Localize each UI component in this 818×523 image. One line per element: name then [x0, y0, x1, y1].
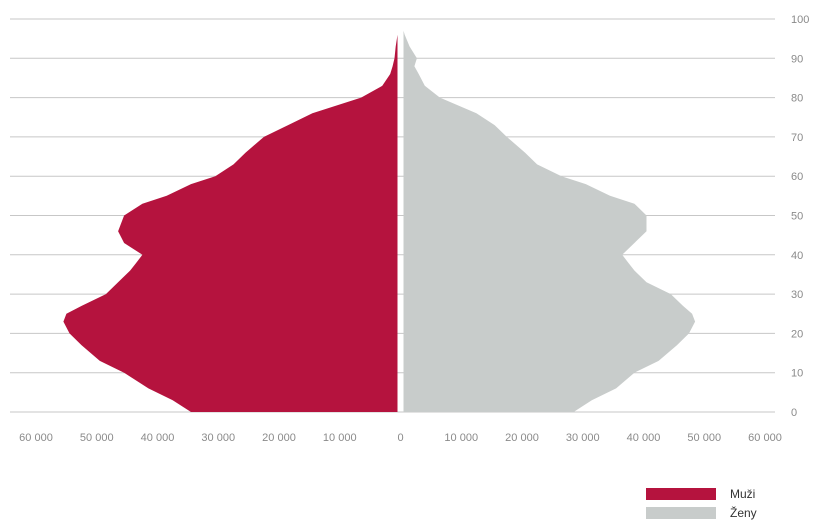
- y-tick-label: 40: [791, 250, 803, 262]
- x-tick-label: 10 000: [323, 432, 357, 444]
- x-tick-label: 0: [397, 432, 403, 444]
- y-tick-label: 100: [791, 14, 809, 26]
- y-tick-label: 70: [791, 132, 803, 144]
- x-tick-label: 60 000: [19, 432, 53, 444]
- y-tick-label: 0: [791, 407, 797, 419]
- pyramid-areas: [63, 30, 696, 413]
- legend-label-male: Muži: [730, 486, 756, 501]
- x-axis-labels: 60 000 50 000 40 000 30 000 20 000 10 000 0 10 …: [19, 432, 782, 444]
- legend-entry-male: Muži: [646, 484, 757, 503]
- y-axis-labels: 0 10 20 30 40 50 60 70 80 90 100: [791, 14, 809, 419]
- x-tick-label: 30 000: [566, 432, 600, 444]
- x-tick-label: 40 000: [627, 432, 661, 444]
- legend-swatch-male: [646, 487, 716, 500]
- y-tick-label: 10: [791, 368, 803, 380]
- x-tick-label: 20 000: [262, 432, 296, 444]
- x-tick-label: 60 000: [748, 432, 782, 444]
- y-tick-label: 90: [791, 53, 803, 65]
- x-tick-label: 40 000: [141, 432, 175, 444]
- legend-entry-female: Ženy: [646, 503, 757, 522]
- y-tick-label: 80: [791, 93, 803, 105]
- legend-swatch-female: [646, 506, 716, 519]
- x-tick-label: 30 000: [201, 432, 235, 444]
- y-tick-label: 30: [791, 289, 803, 301]
- x-tick-label: 10 000: [444, 432, 478, 444]
- x-tick-label: 50 000: [80, 432, 114, 444]
- y-tick-label: 60: [791, 171, 803, 183]
- x-tick-label: 50 000: [687, 432, 721, 444]
- male-area: [63, 30, 398, 413]
- legend-label-female: Ženy: [730, 505, 757, 520]
- x-tick-label: 20 000: [505, 432, 539, 444]
- legend: Muži Ženy: [646, 484, 757, 522]
- y-tick-label: 20: [791, 328, 803, 340]
- y-tick-label: 50: [791, 211, 803, 223]
- female-area: [403, 30, 696, 413]
